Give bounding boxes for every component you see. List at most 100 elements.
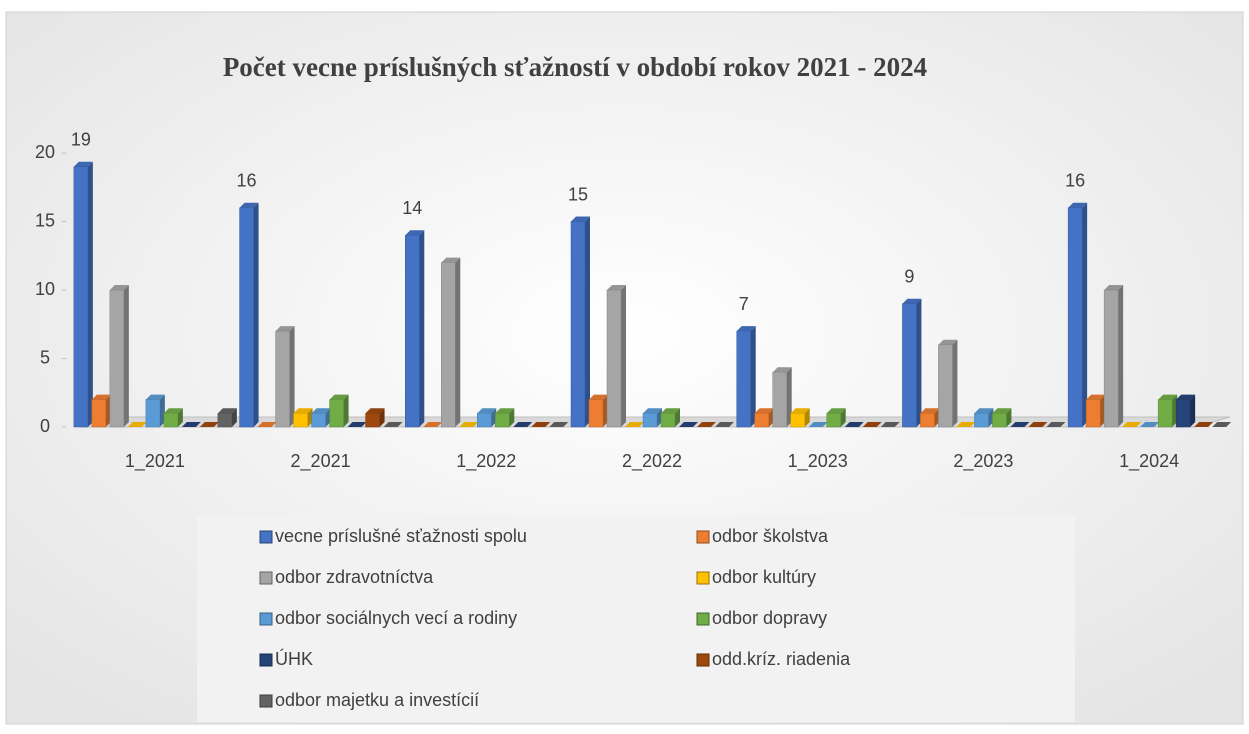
bar-top (347, 422, 367, 427)
bar-side (343, 394, 349, 427)
data-label: 9 (904, 266, 914, 286)
bar-top (1122, 422, 1142, 427)
bar (826, 413, 841, 428)
bar-top (109, 285, 129, 290)
bar-top (1158, 394, 1178, 400)
bar-side (509, 408, 515, 427)
bar (365, 413, 380, 428)
bar-side (1082, 202, 1088, 427)
bar-top (754, 408, 774, 414)
bar-side (952, 339, 958, 427)
bar-top (257, 422, 277, 427)
bar-top (1176, 394, 1196, 400)
bar-top (571, 216, 590, 222)
bar-top (880, 422, 900, 427)
x-tick-label: 1_2021 (125, 451, 185, 472)
bar (606, 289, 622, 428)
bar-side (379, 408, 385, 427)
bar-side (804, 408, 810, 427)
bar-side (1118, 285, 1124, 427)
legend-swatch (696, 653, 710, 667)
bar-top (697, 422, 716, 427)
bar-top (275, 326, 295, 332)
legend-swatch (696, 530, 710, 544)
data-label: 16 (237, 171, 257, 191)
legend-swatch (259, 530, 273, 544)
bar (217, 413, 233, 428)
y-tick-label: 10 (35, 279, 55, 299)
bar-top (715, 422, 734, 427)
bar-side (1190, 394, 1196, 427)
bar-top (217, 408, 237, 414)
y-tick-label: 20 (35, 142, 55, 162)
x-tick-label: 2_2022 (622, 451, 682, 472)
bar-top (643, 408, 662, 414)
bar (239, 207, 254, 428)
bar (441, 262, 456, 428)
bar (329, 399, 344, 428)
bar-side (1006, 408, 1012, 427)
bar-top (974, 408, 994, 414)
bar (275, 330, 290, 428)
bar-top (239, 202, 259, 208)
legend-label: ÚHK (275, 648, 313, 669)
legend-label: odd.kríz. riadenia (712, 649, 851, 669)
bar-side (585, 216, 590, 427)
bar-top (1028, 422, 1048, 427)
bar-top (513, 422, 533, 427)
bar-top (477, 408, 497, 414)
bar (405, 234, 420, 428)
bar (293, 413, 308, 428)
bar-top (790, 408, 810, 414)
bar-side (289, 326, 295, 427)
bar-top (1140, 422, 1160, 427)
bar-top (311, 408, 331, 414)
bar-side (253, 202, 259, 427)
bar-top (383, 422, 403, 427)
bar (642, 413, 658, 428)
y-tick-label: 0 (40, 416, 50, 436)
bar-top (862, 422, 882, 427)
bar-top (73, 161, 93, 167)
bar-top (441, 257, 461, 263)
data-label: 15 (568, 184, 588, 204)
bar-top (826, 408, 846, 414)
legend-label: odbor kultúry (712, 567, 816, 587)
bar-top (495, 408, 515, 414)
x-tick-label: 1_2023 (788, 451, 848, 472)
bar-top (808, 422, 828, 427)
bar-side (786, 367, 792, 427)
x-tick-label: 1_2024 (1119, 451, 1179, 472)
bar-top (679, 422, 698, 427)
bar-top (992, 408, 1012, 414)
legend-label: vecne príslušné sťažnosti spolu (275, 526, 527, 546)
bar (736, 330, 751, 428)
bar-top (127, 422, 147, 427)
bar (920, 413, 935, 428)
bar-top (844, 422, 864, 427)
bar-top (956, 422, 976, 427)
bar-top (902, 298, 922, 304)
bar-top (607, 285, 626, 290)
bar (754, 413, 769, 428)
bar-top (736, 326, 756, 332)
bar (1085, 399, 1101, 428)
bar-top (1194, 422, 1214, 427)
bar (1157, 399, 1173, 428)
bar-top (772, 367, 792, 373)
bar-side (419, 230, 425, 427)
bar-top (920, 408, 940, 414)
bar-top (938, 339, 958, 345)
bar (772, 371, 787, 428)
bar (477, 413, 492, 428)
bar (1103, 289, 1119, 428)
bar-top (589, 394, 608, 400)
data-label: 14 (402, 198, 422, 218)
bar-top (423, 422, 443, 427)
bar (974, 413, 989, 428)
bar-top (365, 408, 385, 414)
legend-label: odbor majetku a investícií (275, 690, 479, 710)
chart-title: Počet vecne príslušných sťažností v obdo… (223, 52, 927, 82)
bar (570, 221, 586, 428)
